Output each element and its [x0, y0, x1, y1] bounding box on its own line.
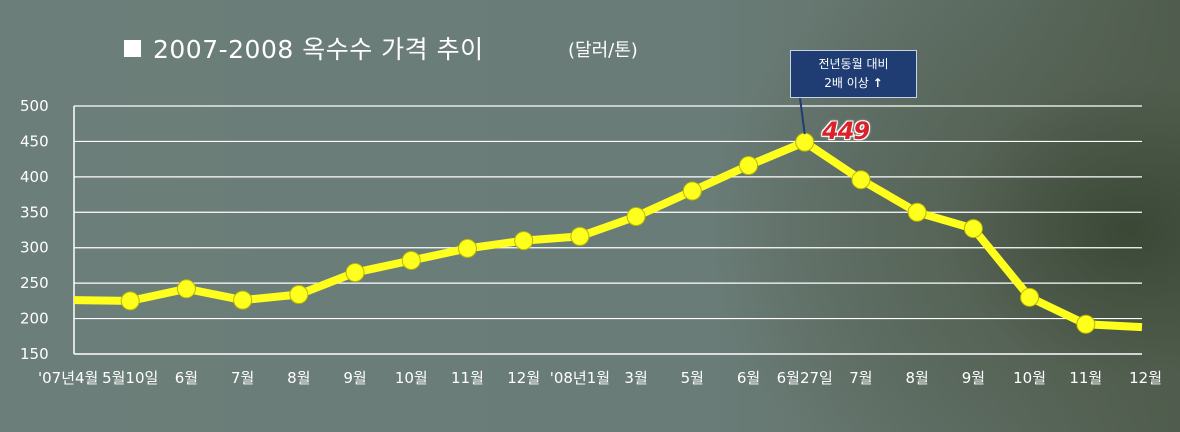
x-tick-label: 12월 [1129, 369, 1162, 387]
callout-line2: 2배 이상 ↑ [791, 74, 916, 93]
y-tick-450: 450 [20, 132, 49, 150]
data-point [907, 202, 927, 222]
x-tick-label: 8월 [905, 369, 928, 387]
data-point [401, 250, 421, 270]
x-tick-label: 7월 [231, 369, 254, 387]
y-tick-500: 500 [20, 97, 49, 115]
x-tick-label: 10월 [395, 369, 428, 387]
data-point [514, 231, 534, 251]
data-point [570, 226, 590, 246]
y-tick-labels: 150 200 250 300 350 400 450 500 [20, 97, 49, 363]
x-tick-label: 11월 [451, 369, 484, 387]
data-point [626, 207, 646, 227]
x-tick-label: '07년4월 [38, 369, 98, 387]
x-tick-label: 9월 [962, 369, 985, 387]
data-point [1076, 314, 1096, 334]
series-markers [120, 132, 1096, 334]
data-point [1020, 287, 1040, 307]
data-point [345, 263, 365, 283]
y-tick-350: 350 [20, 203, 49, 221]
callout-line2-text: 2배 이상 [824, 76, 869, 90]
x-tick-label: 11월 [1069, 369, 1102, 387]
callout-line1: 전년동월 대비 [818, 57, 889, 71]
callout-box: 전년동월 대비 2배 이상 ↑ [790, 50, 917, 98]
x-tick-label: 10월 [1013, 369, 1046, 387]
y-tick-300: 300 [20, 239, 49, 257]
x-tick-label: 6월 [737, 369, 760, 387]
x-tick-label: 5월 [681, 369, 704, 387]
data-point [289, 284, 309, 304]
grid-lines [74, 105, 1142, 320]
up-arrow-icon: ↑ [872, 76, 883, 90]
x-tick-label: 7월 [849, 369, 872, 387]
x-tick-label: 6월27일 [777, 369, 833, 387]
y-tick-400: 400 [20, 168, 49, 186]
x-tick-label: 5월10일 [102, 369, 158, 387]
y-tick-200: 200 [20, 310, 49, 328]
x-tick-label: '08년1월 [550, 369, 610, 387]
data-point [682, 181, 702, 201]
data-point [233, 290, 253, 310]
x-tick-label: 12월 [507, 369, 540, 387]
x-tick-label: 9월 [343, 369, 366, 387]
data-point [963, 219, 983, 239]
data-point [457, 238, 477, 258]
title-square-icon [124, 40, 141, 57]
chart-title: 2007-2008 옥수수 가격 추이 [124, 30, 484, 66]
chart-title-text: 2007-2008 옥수수 가격 추이 [153, 35, 484, 64]
data-point [176, 279, 196, 299]
x-tick-label: 6월 [175, 369, 198, 387]
peak-value-label: 449 [822, 117, 870, 145]
x-tick-label: 8월 [287, 369, 310, 387]
x-tick-label: 3월 [624, 369, 647, 387]
unit-label: (달러/톤) [568, 40, 638, 61]
x-tick-labels: '07년4월 5월10일 6월 7월 8월 9월 10월 11월 12월 '08년1월 3월 5월 6월… [38, 369, 1162, 387]
data-point [795, 132, 815, 152]
data-point [120, 291, 140, 311]
y-tick-150: 150 [20, 345, 49, 363]
y-tick-250: 250 [20, 274, 49, 292]
data-point [739, 156, 759, 176]
data-point [851, 170, 871, 190]
callout-pointer [799, 97, 806, 135]
